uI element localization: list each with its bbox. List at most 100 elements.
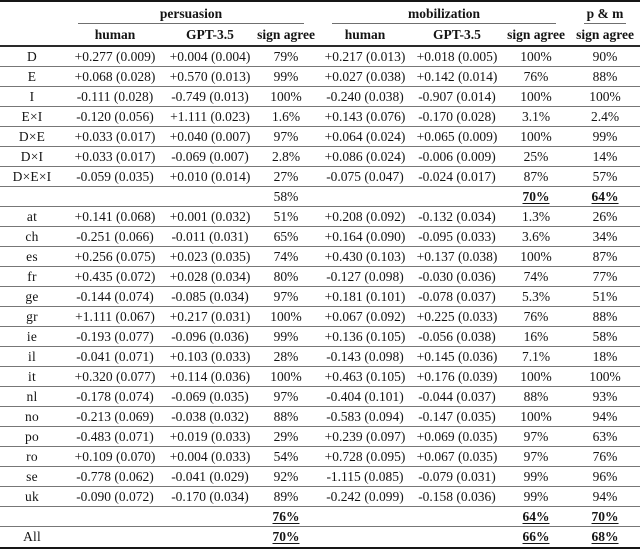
column-header-sign-agree-6: sign agree bbox=[570, 24, 640, 47]
cell: 14% bbox=[570, 146, 640, 167]
cell: +1.111 (0.067) bbox=[64, 306, 166, 327]
cell: -0.170 (0.034) bbox=[166, 486, 254, 507]
cell: -0.059 (0.035) bbox=[64, 166, 166, 187]
cell: 2.4% bbox=[570, 106, 640, 127]
cell: +0.143 (0.076) bbox=[318, 106, 412, 127]
group-header-label: p & m bbox=[584, 6, 627, 24]
cell: 74% bbox=[502, 266, 571, 287]
cell: 58% bbox=[570, 326, 640, 347]
cell: +0.064 (0.024) bbox=[318, 126, 412, 147]
cell: 94% bbox=[570, 406, 640, 427]
cell: +0.086 (0.024) bbox=[318, 146, 412, 167]
table-row-d: D +0.277 (0.009) +0.004 (0.004) 79% +0.217 (… bbox=[0, 46, 640, 67]
row-label: D×I bbox=[0, 146, 64, 167]
table-row-e-i: E×I -0.120 (0.056) +1.111 (0.023) 1.6% +0.14… bbox=[0, 106, 640, 127]
cell: 51% bbox=[570, 286, 640, 307]
group-header-label: persuasion bbox=[78, 6, 304, 24]
cell: +1.111 (0.023) bbox=[166, 106, 254, 127]
table-row-d-i: D×I +0.033 (0.017) -0.069 (0.007) 2.8% +0.08… bbox=[0, 146, 640, 167]
cell: -0.907 (0.014) bbox=[412, 86, 502, 107]
cell: 3.1% bbox=[502, 106, 571, 127]
cell: -0.120 (0.056) bbox=[64, 106, 166, 127]
table-row-fr: fr +0.435 (0.072) +0.028 (0.034) 80% -0.127 … bbox=[0, 266, 640, 287]
cell: -0.143 (0.098) bbox=[318, 346, 412, 367]
cell: 97% bbox=[502, 446, 571, 467]
cell: +0.728 (0.095) bbox=[318, 446, 412, 467]
cell: +0.239 (0.097) bbox=[318, 426, 412, 447]
cell: 16% bbox=[502, 326, 571, 347]
column-header-human-0: human bbox=[64, 24, 166, 47]
cell: 97% bbox=[502, 426, 571, 447]
cell: +0.225 (0.033) bbox=[412, 306, 502, 327]
cell: 94% bbox=[570, 486, 640, 507]
cell: 25% bbox=[502, 146, 571, 167]
cell: -1.115 (0.085) bbox=[318, 466, 412, 487]
cell: 97% bbox=[254, 386, 318, 407]
cell: 100% bbox=[502, 46, 571, 67]
cell: +0.256 (0.075) bbox=[64, 246, 166, 267]
cell: 1.6% bbox=[254, 106, 318, 127]
cell: +0.019 (0.033) bbox=[166, 426, 254, 447]
group-header-row: persuasion mobilization p & m bbox=[0, 2, 640, 24]
cell bbox=[412, 186, 502, 207]
cell: +0.001 (0.032) bbox=[166, 206, 254, 227]
cell: 100% bbox=[254, 86, 318, 107]
cell bbox=[64, 186, 166, 207]
cell: 70% bbox=[272, 528, 300, 544]
cell: 77% bbox=[570, 266, 640, 287]
row-label: it bbox=[0, 366, 64, 387]
cell: -0.038 (0.032) bbox=[166, 406, 254, 427]
cell: -0.075 (0.047) bbox=[318, 166, 412, 187]
cell: +0.067 (0.035) bbox=[412, 446, 502, 467]
row-label: uk bbox=[0, 486, 64, 507]
row-label: ge bbox=[0, 286, 64, 307]
cell: 100% bbox=[254, 366, 318, 387]
cell: 29% bbox=[254, 426, 318, 447]
row-label bbox=[0, 186, 64, 207]
table-row-d-e-i: D×E×I -0.059 (0.035) +0.010 (0.014) 27% -0.0… bbox=[0, 166, 640, 187]
cell: -0.178 (0.074) bbox=[64, 386, 166, 407]
cell: +0.010 (0.014) bbox=[166, 166, 254, 187]
cell: +0.208 (0.092) bbox=[318, 206, 412, 227]
cell: 93% bbox=[570, 386, 640, 407]
row-label: se bbox=[0, 466, 64, 487]
cell: -0.090 (0.072) bbox=[64, 486, 166, 507]
cell: -0.251 (0.066) bbox=[64, 226, 166, 247]
cell: 100% bbox=[570, 86, 640, 107]
summary-row: 58% 70% 64% bbox=[0, 186, 640, 207]
cell: 64% bbox=[570, 186, 640, 207]
cell: +0.027 (0.038) bbox=[318, 66, 412, 87]
cell: 66% bbox=[522, 528, 550, 544]
cell: 99% bbox=[254, 326, 318, 347]
cell: 88% bbox=[254, 406, 318, 427]
cell: -0.213 (0.069) bbox=[64, 406, 166, 427]
cell: -0.069 (0.007) bbox=[166, 146, 254, 167]
cell: 97% bbox=[254, 286, 318, 307]
cell: +0.018 (0.005) bbox=[412, 46, 502, 67]
row-label: gr bbox=[0, 306, 64, 327]
row-label: I bbox=[0, 86, 64, 107]
column-header-human-3: human bbox=[318, 24, 412, 47]
cell: +0.181 (0.101) bbox=[318, 286, 412, 307]
cell: 88% bbox=[502, 386, 571, 407]
column-header-gpt-3-5-1: GPT-3.5 bbox=[166, 24, 254, 47]
cell: 54% bbox=[254, 446, 318, 467]
row-label: E×I bbox=[0, 106, 64, 127]
column-header-sign-agree-2: sign agree bbox=[254, 24, 318, 47]
row-label: no bbox=[0, 406, 64, 427]
cell: +0.065 (0.009) bbox=[412, 126, 502, 147]
cell: 99% bbox=[502, 486, 571, 507]
cell bbox=[318, 506, 412, 527]
cell bbox=[64, 527, 166, 547]
row-label: es bbox=[0, 246, 64, 267]
cell: -0.240 (0.038) bbox=[318, 86, 412, 107]
cell: 89% bbox=[254, 486, 318, 507]
cell: 1.3% bbox=[502, 206, 571, 227]
row-label: ro bbox=[0, 446, 64, 467]
row-label: ie bbox=[0, 326, 64, 347]
cell: -0.749 (0.013) bbox=[166, 86, 254, 107]
table-row-es: es +0.256 (0.075) +0.023 (0.035) 74% +0.430 … bbox=[0, 246, 640, 267]
cell: +0.164 (0.090) bbox=[318, 226, 412, 247]
cell: +0.145 (0.036) bbox=[412, 346, 502, 367]
cell: 87% bbox=[570, 246, 640, 267]
